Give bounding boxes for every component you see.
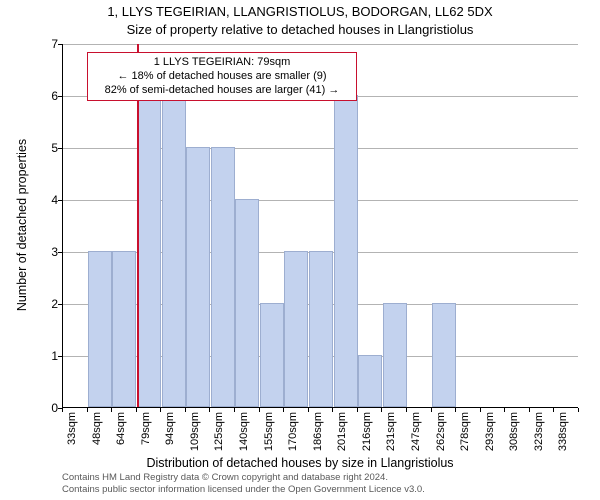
x-tick-mark [529, 408, 530, 412]
x-tick-mark [578, 408, 579, 412]
footer-text: Contains HM Land Registry data © Crown c… [62, 472, 425, 496]
y-tick-label: 0 [51, 401, 58, 415]
x-tick-mark [160, 408, 161, 412]
x-tick-mark [406, 408, 407, 412]
y-tick-label: 7 [51, 37, 58, 51]
x-tick-label: 338sqm [557, 412, 569, 451]
bar [112, 251, 136, 407]
footer-line2: Contains public sector information licen… [62, 484, 425, 496]
x-tick-label: 216sqm [361, 412, 373, 451]
x-tick-mark [259, 408, 260, 412]
y-tick-label: 2 [51, 297, 58, 311]
x-axis-label: Distribution of detached houses by size … [0, 456, 600, 470]
x-tick-label: 170sqm [287, 412, 299, 451]
x-tick-mark [87, 408, 88, 412]
x-tick-label: 308sqm [508, 412, 520, 451]
y-tick-mark [58, 304, 62, 305]
y-tick-label: 1 [51, 349, 58, 363]
x-tick-mark [480, 408, 481, 412]
annotation-line1: 1 LLYS TEGEIRIAN: 79sqm [96, 56, 348, 70]
y-tick-mark [58, 200, 62, 201]
y-tick-label: 4 [51, 193, 58, 207]
x-tick-label: 247sqm [410, 412, 422, 451]
annotation-line3: 82% of semi-detached houses are larger (… [96, 84, 348, 98]
x-tick-label: 201sqm [336, 412, 348, 451]
chart-container: 1, LLYS TEGEIRIAN, LLANGRISTIOLUS, BODOR… [0, 0, 600, 500]
x-tick-mark [381, 408, 382, 412]
bar [284, 251, 308, 407]
y-tick-label: 6 [51, 89, 58, 103]
bar [260, 303, 284, 407]
y-tick-mark [58, 148, 62, 149]
x-tick-label: 48sqm [91, 412, 103, 445]
x-tick-label: 125sqm [213, 412, 225, 451]
x-tick-mark [357, 408, 358, 412]
x-tick-label: 94sqm [164, 412, 176, 445]
x-tick-mark [553, 408, 554, 412]
bar [383, 303, 407, 407]
y-tick-label: 3 [51, 245, 58, 259]
annotation-box: 1 LLYS TEGEIRIAN: 79sqm ← 18% of detache… [87, 52, 357, 101]
y-tick-mark [58, 44, 62, 45]
footer-line1: Contains HM Land Registry data © Crown c… [62, 472, 425, 484]
x-tick-label: 323sqm [533, 412, 545, 451]
chart-title-line1: 1, LLYS TEGEIRIAN, LLANGRISTIOLUS, BODOR… [0, 4, 600, 19]
x-tick-mark [431, 408, 432, 412]
x-tick-mark [234, 408, 235, 412]
annotation-line2: ← 18% of detached houses are smaller (9) [96, 70, 348, 84]
gridline [63, 44, 578, 45]
x-ticks: 33sqm 48sqm 64sqm 79sqm 94sqm 109sqm 125sqm 140… [62, 412, 578, 460]
x-tick-mark [504, 408, 505, 412]
bar [334, 95, 358, 407]
y-tick-mark [58, 252, 62, 253]
x-tick-mark [332, 408, 333, 412]
bar [162, 95, 186, 407]
x-tick-mark [283, 408, 284, 412]
y-tick-mark [58, 96, 62, 97]
x-tick-label: 64sqm [115, 412, 127, 445]
x-tick-mark [111, 408, 112, 412]
x-tick-label: 262sqm [435, 412, 447, 451]
y-axis-label: Number of detached properties [15, 135, 29, 315]
bar [309, 251, 333, 407]
x-tick-mark [185, 408, 186, 412]
bar [432, 303, 456, 407]
bar [137, 95, 161, 407]
x-tick-mark [62, 408, 63, 412]
x-tick-label: 293sqm [484, 412, 496, 451]
x-tick-label: 278sqm [459, 412, 471, 451]
x-tick-label: 33sqm [66, 412, 78, 445]
x-tick-label: 155sqm [263, 412, 275, 451]
x-tick-label: 140sqm [238, 412, 250, 451]
x-tick-label: 186sqm [312, 412, 324, 451]
chart-title-line2: Size of property relative to detached ho… [0, 22, 600, 37]
x-tick-mark [209, 408, 210, 412]
x-tick-mark [455, 408, 456, 412]
x-tick-label: 109sqm [189, 412, 201, 451]
y-tick-label: 5 [51, 141, 58, 155]
y-tick-mark [58, 356, 62, 357]
bar [88, 251, 112, 407]
x-tick-mark [308, 408, 309, 412]
x-tick-mark [136, 408, 137, 412]
bar [186, 147, 210, 407]
x-tick-label: 79sqm [140, 412, 152, 445]
bar [211, 147, 235, 407]
bar [235, 199, 259, 407]
bar [358, 355, 382, 407]
x-tick-label: 231sqm [385, 412, 397, 451]
